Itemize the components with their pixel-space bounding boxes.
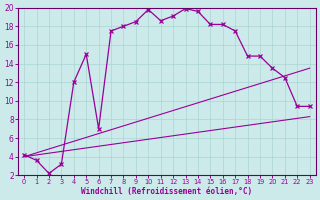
X-axis label: Windchill (Refroidissement éolien,°C): Windchill (Refroidissement éolien,°C) — [81, 187, 252, 196]
